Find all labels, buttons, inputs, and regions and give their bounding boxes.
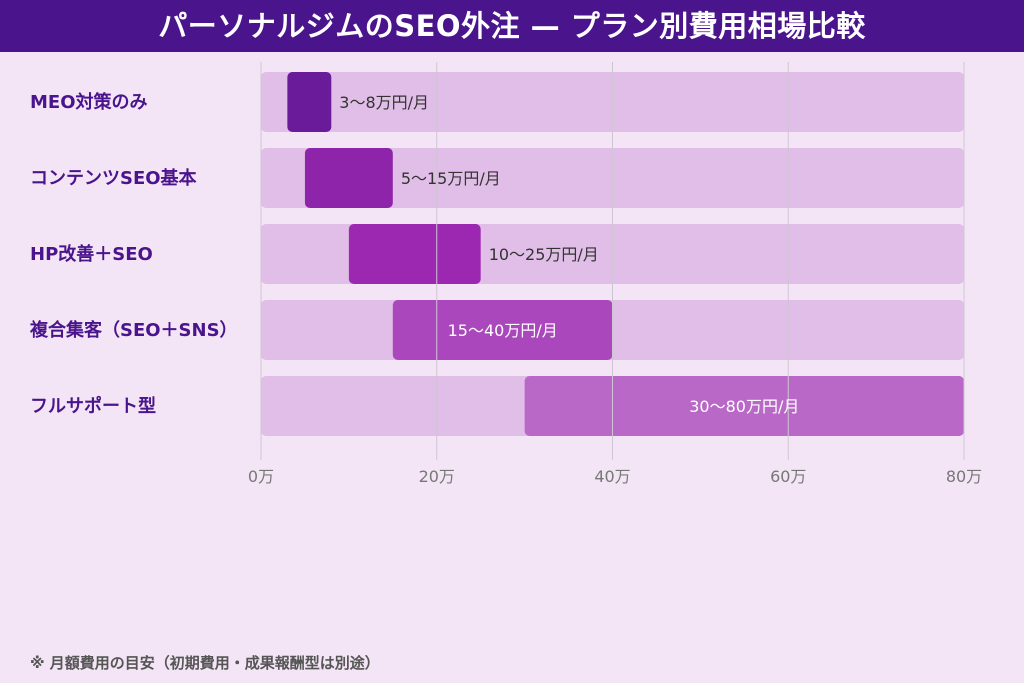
data-label: 5〜15万円/月 bbox=[401, 169, 501, 188]
range-bar bbox=[287, 72, 332, 132]
data-label: 10〜25万円/月 bbox=[489, 245, 599, 264]
data-label: 15〜40万円/月 bbox=[448, 321, 558, 340]
range-bar bbox=[392, 300, 613, 360]
chart-title: パーソナルジムのSEO外注 — プラン別費用相場比較 bbox=[0, 0, 1024, 52]
x-tick-label: 60万 bbox=[770, 467, 806, 486]
range-bar bbox=[524, 376, 964, 436]
category-label: 複合集客（SEO＋SNS） bbox=[29, 319, 238, 341]
category-label: コンテンツSEO基本 bbox=[30, 167, 197, 189]
range-bar bbox=[348, 224, 481, 284]
category-label: HP改善＋SEO bbox=[30, 243, 153, 265]
range-bar bbox=[304, 148, 393, 208]
footnote: ※ 月額費用の目安（初期費用・成果報酬型は別途） bbox=[30, 654, 380, 672]
data-label: 3〜8万円/月 bbox=[339, 93, 429, 112]
x-tick-label: 0万 bbox=[248, 467, 274, 486]
x-tick-label: 20万 bbox=[419, 467, 455, 486]
category-label: MEO対策のみ bbox=[30, 91, 148, 113]
x-tick-label: 80万 bbox=[946, 467, 982, 486]
category-label: フルサポート型 bbox=[30, 395, 156, 417]
x-tick-label: 40万 bbox=[594, 467, 630, 486]
data-label: 30〜80万円/月 bbox=[689, 397, 799, 416]
